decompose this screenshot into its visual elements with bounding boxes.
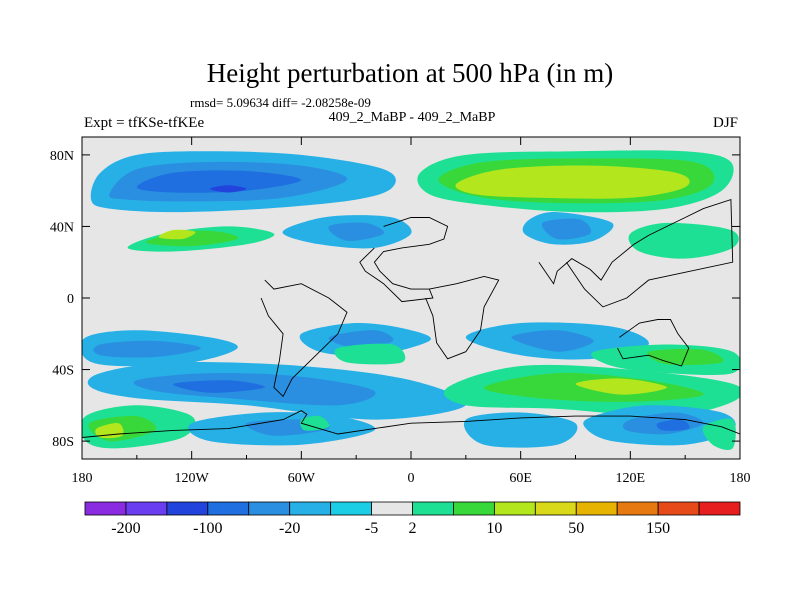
coastline-africa-south — [425, 276, 500, 360]
colorbar-box — [84, 501, 127, 516]
contour-region-sh-ridge-sa — [334, 343, 406, 365]
chart-title: Height perturbation at 500 hPa (in m) — [207, 58, 613, 88]
colorbar-box — [289, 501, 332, 516]
colorbar-label: 50 — [568, 520, 584, 537]
colorbar-label: -5 — [365, 520, 378, 537]
season-label: DJF — [713, 115, 738, 131]
y-axis: 80N 40N 0 40S 80S — [50, 149, 740, 450]
contour-region-sh-antarctic-ridge — [300, 415, 330, 431]
y-tick-label: 80S — [52, 435, 74, 450]
x-tick-label: 60W — [288, 471, 316, 486]
x-tick-label: 180 — [72, 471, 93, 486]
colorbar-box — [616, 501, 659, 516]
colorbar-label: -20 — [279, 520, 300, 537]
colorbar-label: 150 — [646, 520, 670, 537]
colorbar-box — [166, 501, 209, 516]
colorbar-box — [575, 501, 618, 516]
colorbar-box — [330, 501, 372, 516]
contour-region-nh-trough-atlantic — [328, 222, 385, 241]
contour-region-eurasia-ridge — [455, 165, 690, 199]
coastline-antarctica-coast — [82, 410, 740, 438]
y-tick-label: 40N — [50, 220, 74, 235]
colorbar: -200 -100 -20 -5 2 10 50 150 — [84, 501, 741, 537]
x-tick-label: 120W — [175, 471, 210, 486]
colorbar-box — [698, 501, 741, 516]
contour-region-sh-ridge-indian — [575, 378, 667, 395]
contour-region-sh-antarctic-east — [463, 412, 578, 448]
colorbar-box — [412, 501, 454, 516]
colorbar-label: -200 — [111, 520, 140, 537]
colorbar-box — [248, 501, 291, 516]
contour-region-sh-antarctic-east-ridge — [702, 418, 736, 451]
x-axis: 180 120W 60W 0 60E 120E 180 — [72, 137, 751, 486]
colorbar-label: 2 — [409, 520, 417, 537]
comparison-label: 409_2_MaBP - 409_2_MaBP — [329, 110, 496, 125]
x-tick-label: 60E — [509, 471, 532, 486]
colorbar-box — [453, 501, 495, 516]
contour-region-sh-band-central — [328, 330, 394, 349]
x-tick-label: 180 — [730, 471, 751, 486]
y-tick-label: 80N — [50, 149, 74, 164]
x-tick-label: 120E — [616, 471, 646, 486]
colorbar-label: -100 — [193, 520, 222, 537]
contour-region-midlat-ridge — [158, 229, 196, 240]
contour-region-sh-trough-africa — [511, 330, 594, 352]
colorbar-box — [657, 501, 700, 516]
experiment-label: Expt = tfKSe-tfKEe — [84, 115, 204, 131]
x-tick-label: 0 — [408, 471, 415, 486]
y-tick-label: 40S — [52, 364, 74, 379]
coastline-asia-south — [538, 198, 734, 308]
coastline-south-america — [260, 279, 348, 398]
continent-outline-layer — [82, 198, 740, 438]
stats-line: rmsd= 5.09634 diff= -2.08258e-09 — [190, 95, 371, 110]
contour-region-sh-trough-south — [173, 380, 266, 393]
colorbar-box — [125, 501, 168, 516]
contour-region-nh-trough-asia — [541, 218, 592, 240]
contour-fill-layer — [82, 150, 740, 451]
coastline-north-africa-europe — [359, 217, 449, 303]
contour-region-sh-trough-pacific — [656, 419, 690, 431]
colorbar-box — [534, 501, 577, 516]
colorbar-box — [371, 501, 413, 516]
contour-region-north-pacific-trough — [136, 170, 302, 193]
plot-area — [82, 137, 740, 459]
contour-region-north-pacific-trough — [209, 185, 247, 193]
coastline-australia — [617, 319, 690, 367]
y-tick-label: 0 — [67, 292, 74, 307]
contour-region-sh-band-west — [93, 340, 201, 358]
colorbar-box — [493, 501, 536, 516]
colorbar-label: 10 — [486, 520, 502, 537]
colorbar-box — [207, 501, 250, 516]
